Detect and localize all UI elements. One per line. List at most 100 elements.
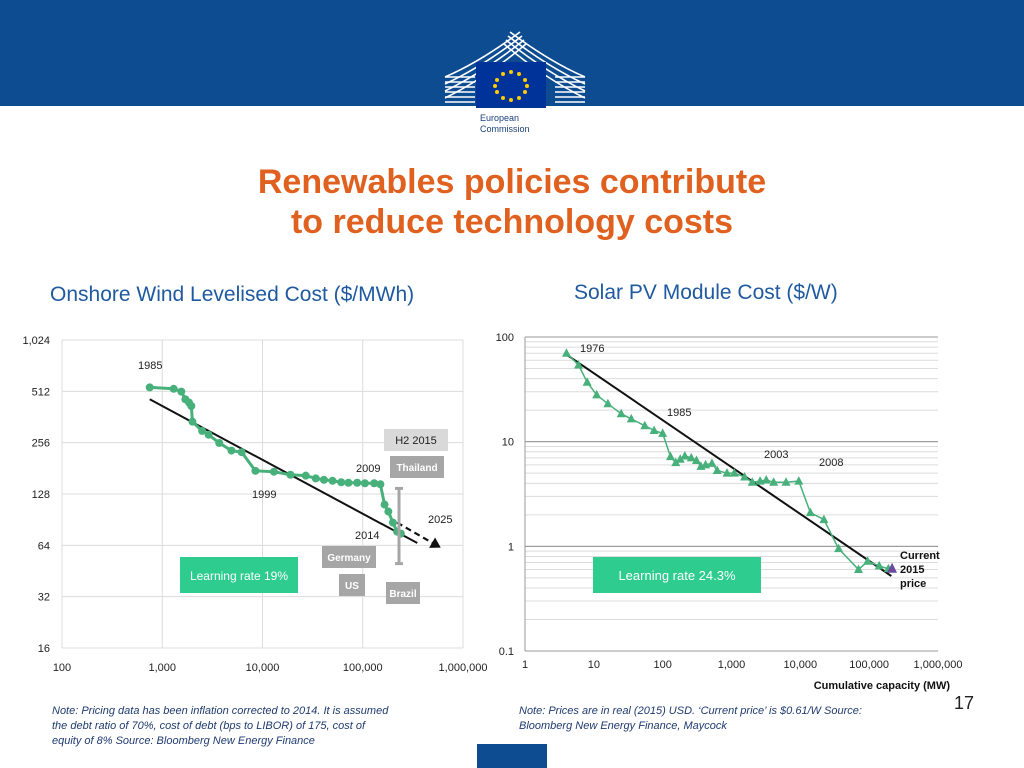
slide-title: Renewables policies contribute to reduce… <box>0 162 1024 242</box>
wind-data-point <box>380 500 389 509</box>
solar-data-point <box>854 564 864 574</box>
solar-data-point <box>691 455 701 465</box>
solar-data-point <box>863 556 873 565</box>
wind-data-point <box>311 474 320 483</box>
wind-data-point <box>376 480 385 489</box>
solar-data-point <box>819 514 829 524</box>
solar-data-point <box>794 476 804 485</box>
solar-data-point <box>616 408 626 418</box>
wind-chart-title: Onshore Wind Levelised Cost ($/MWh) <box>50 283 415 306</box>
solar-y-tick-label: 10 <box>502 437 514 449</box>
solar-chart-title: Solar PV Module Cost ($/W) <box>574 281 838 304</box>
solar-data-point <box>640 420 650 430</box>
wind-data-point <box>384 507 393 516</box>
label-brazil: Brazil <box>389 589 416 600</box>
solar-data-point <box>582 377 592 386</box>
wind-data-point <box>337 478 346 487</box>
solar-x-tick-label: 1,000 <box>718 659 746 671</box>
solar-data-point <box>805 507 815 517</box>
solar-data-point <box>671 457 681 467</box>
wind-label-2009: 2009 <box>356 463 380 475</box>
solar-data-point <box>649 425 659 434</box>
wind-y-tick-label: 1,024 <box>22 335 50 347</box>
solar-data-point <box>603 398 613 408</box>
wind-x-tick-label: 1,000,000 <box>439 662 488 674</box>
wind-data-point <box>301 471 310 480</box>
wind-data-point <box>188 417 197 426</box>
solar-data-point <box>666 451 676 461</box>
current-price-marker <box>887 562 898 573</box>
label-us: US <box>345 581 359 592</box>
wind-data-point <box>251 466 260 475</box>
wind-data-point <box>269 467 278 476</box>
solar-data-point <box>755 476 765 485</box>
wind-learning-rate: Learning rate 19% <box>190 569 288 583</box>
label-h2-2015: H2 2015 <box>395 435 437 447</box>
solar-label-2008: 2008 <box>819 457 843 469</box>
page-number: 17 <box>954 693 975 713</box>
label-box-brazil <box>386 582 420 604</box>
solar-data-point <box>592 389 602 399</box>
solar-data-point <box>712 465 722 475</box>
wind-note-line1: Note: Pricing data has been inflation co… <box>52 705 389 717</box>
slide-title-line2: to reduce technology costs <box>290 203 734 241</box>
solar-data-point <box>675 454 685 463</box>
solar-data-point <box>729 468 739 477</box>
wind-note-line3: equity of 8% Source: Bloomberg New Energ… <box>52 735 315 747</box>
solar-trendline <box>565 353 892 577</box>
solar-data-point <box>680 450 690 460</box>
wind-y-tick-label: 256 <box>32 438 50 450</box>
solar-data-point <box>686 452 696 462</box>
solar-y-tick-label: 100 <box>496 332 514 344</box>
label-box-thailand <box>390 456 444 478</box>
wind-range-bar <box>395 486 404 566</box>
solar-note-line1: Note: Prices are in real (2015) USD. ‘Cu… <box>519 705 862 717</box>
wind-x-tick-label: 10,000 <box>246 662 280 674</box>
solar-data-point <box>574 360 584 369</box>
solar-data-point <box>658 428 668 437</box>
wind-data-point <box>353 478 362 487</box>
solar-data-point <box>769 477 779 486</box>
wind-label-1999: 1999 <box>252 489 276 501</box>
solar-x-tick-label: 1,000,000 <box>914 659 963 671</box>
current-price-label-line3: price <box>900 578 926 590</box>
wind-data-point <box>169 384 178 393</box>
label-box-germany <box>322 546 376 568</box>
wind-data-point <box>177 387 186 396</box>
solar-x-axis-label: Cumulative capacity (MW) <box>814 680 951 692</box>
solar-data-point <box>781 477 791 486</box>
wind-data-point <box>145 383 154 392</box>
wind-x-tick-label: 100,000 <box>343 662 383 674</box>
solar-x-tick-label: 1 <box>522 659 528 671</box>
wind-data-point <box>187 402 196 411</box>
label-box-us <box>339 574 365 596</box>
logo-text-line2: Commission <box>480 124 530 134</box>
solar-label-1985: 1985 <box>667 407 691 419</box>
wind-label-2025: 2025 <box>428 514 452 526</box>
solar-data-point <box>722 468 732 477</box>
wind-data-point <box>198 426 207 435</box>
wind-data-point <box>344 478 353 487</box>
solar-learning-rate-box <box>593 557 761 593</box>
solar-x-tick-label: 10,000 <box>784 659 818 671</box>
label-thailand: Thailand <box>396 463 437 474</box>
solar-learning-rate: Learning rate 24.3% <box>618 568 736 583</box>
wind-y-tick-label: 32 <box>38 592 50 604</box>
solar-label-1976: 1976 <box>580 343 604 355</box>
wind-chart: 1,024 512 256 128 64 32 16 100 1,000 10,000 100,0… <box>22 335 488 674</box>
wind-y-tick-label: 64 <box>38 540 50 552</box>
wind-projection-arrow <box>396 521 434 545</box>
solar-data-point <box>834 543 844 553</box>
wind-note: Note: Pricing data has been inflation co… <box>52 704 388 749</box>
wind-data-point <box>237 448 246 457</box>
wind-data-point <box>388 518 397 527</box>
wind-x-tick-label: 100 <box>53 662 71 674</box>
wind-label-2014: 2014 <box>355 530 379 542</box>
wind-data-point <box>215 438 224 447</box>
wind-note-line2: the debt ratio of 70%, cost of debt (bps… <box>52 720 366 732</box>
solar-x-tick-label: 10 <box>588 659 600 671</box>
solar-y-tick-label: 0.1 <box>499 646 514 658</box>
wind-data-point <box>227 446 236 455</box>
current-price-label-line2: 2015 <box>900 564 924 576</box>
slide-title-line1: Renewables policies contribute <box>257 163 767 201</box>
